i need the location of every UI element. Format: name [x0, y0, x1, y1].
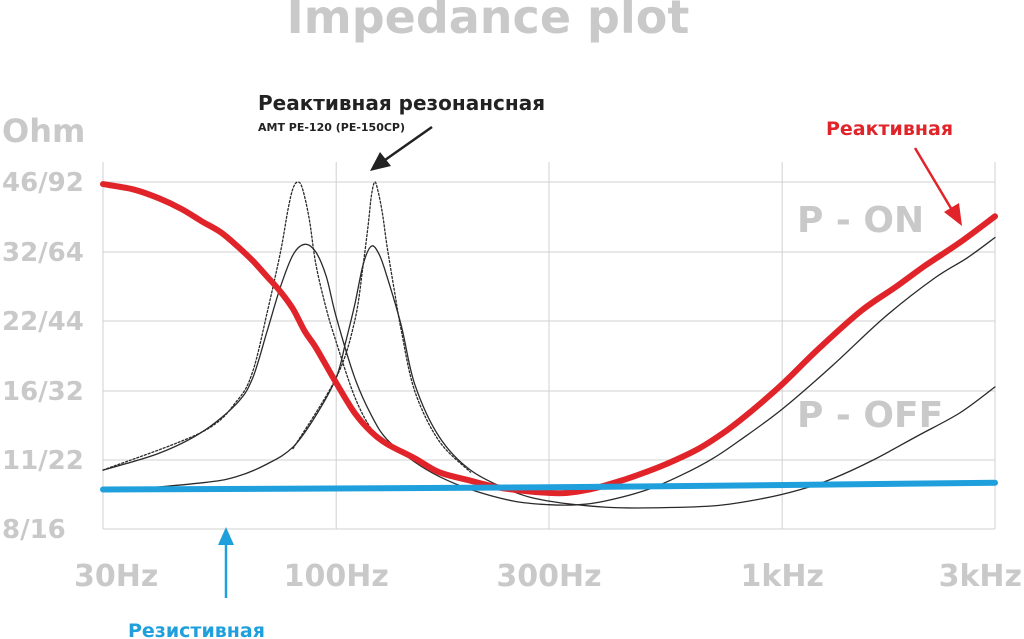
annotation-p-off: P - OFF	[797, 395, 943, 436]
x-tick-label: 1kHz	[741, 559, 824, 594]
y-tick-label: 8/16	[2, 515, 66, 545]
y-tick-label: 11/22	[2, 446, 84, 476]
series-line-resonant	[102, 236, 996, 506]
y-tick-label: 46/92	[2, 168, 84, 198]
x-tick-label: 3kHz	[939, 559, 1022, 594]
x-tick-label: 300Hz	[496, 559, 601, 594]
y-tick-labels: 8/16 11/22 16/32 22/44 32/64 46/92	[2, 168, 84, 545]
resistive-arrow	[218, 527, 234, 598]
y-tick-label: 16/32	[2, 377, 84, 407]
grid-lines	[102, 162, 996, 530]
series-line-reactive	[100, 181, 998, 497]
annotation-resonant-title: Реактивная резонансная	[258, 91, 545, 115]
annotation-reactive: Реактивная	[826, 118, 953, 140]
series-line-resistive	[100, 479, 998, 493]
reactive-arrow	[913, 147, 962, 226]
series-line-resonant-dotted	[102, 181, 388, 471]
y-tick-label: 32/64	[2, 238, 84, 268]
x-tick-label: 30Hz	[74, 559, 158, 594]
chart-title: Impedance plot	[287, 0, 690, 44]
y-tick-label: 22/44	[2, 307, 84, 337]
annotation-resistive: Резистивная	[128, 620, 265, 639]
annotation-resonant-subtitle: AMT PE-120 (PE-150CP)	[258, 121, 405, 134]
x-tick-labels: 30Hz 100Hz 300Hz 1kHz 3kHz	[74, 559, 1022, 594]
y-axis-label: Ohm	[2, 112, 85, 150]
series-line-resonant-dotted	[292, 181, 472, 473]
resonant-arrow	[370, 125, 433, 171]
x-tick-label: 100Hz	[284, 559, 389, 594]
series-group	[100, 181, 998, 509]
annotation-p-on: P - ON	[797, 200, 924, 241]
